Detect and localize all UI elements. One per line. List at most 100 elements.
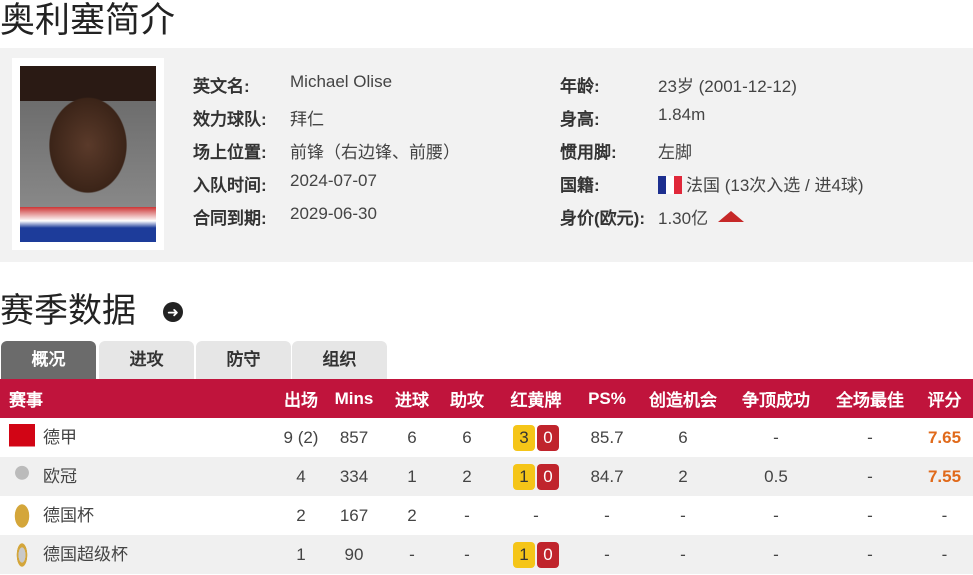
cell-chances: 2 bbox=[638, 457, 728, 496]
profile-value: 2024-07-07 bbox=[290, 171, 377, 190]
cell-aerial: 0.5 bbox=[728, 457, 824, 496]
player-photo bbox=[12, 58, 164, 250]
cell-assists: - bbox=[464, 505, 470, 525]
column-header[interactable]: 争顶成功 bbox=[728, 379, 824, 418]
table-row[interactable]: 德甲 9 (2) 857 6 6 3 0 85.7 6 - - 7.65 bbox=[0, 418, 973, 457]
profile-label: 年龄: bbox=[560, 77, 600, 96]
column-header[interactable]: Mins bbox=[322, 379, 386, 418]
competition-name: 德甲 bbox=[43, 427, 77, 447]
yellow-card-count: 1 bbox=[513, 541, 535, 568]
cell-aerial: - bbox=[728, 535, 824, 574]
cell-assists: - bbox=[438, 535, 496, 574]
cell-rating: - bbox=[916, 535, 973, 574]
cell-goals: 1 bbox=[386, 457, 438, 496]
cell-rating: 7.65 bbox=[927, 427, 962, 447]
cell-cards: - bbox=[533, 505, 539, 525]
cell-rating: 7.55 bbox=[916, 457, 973, 496]
column-header[interactable]: 创造机会 bbox=[638, 379, 728, 418]
tab-attack[interactable]: 进攻 bbox=[99, 341, 194, 379]
bundesliga-logo-icon bbox=[9, 424, 35, 453]
page-title: 奥利塞简介 bbox=[0, 1, 176, 40]
red-card-count: 0 bbox=[537, 541, 559, 568]
cell-ps: - bbox=[604, 505, 610, 525]
profile-value-text: 左脚 bbox=[658, 143, 692, 162]
cell-competition[interactable]: 德甲 bbox=[0, 418, 280, 457]
profile-value: 2029-06-30 bbox=[290, 204, 377, 223]
column-header[interactable]: 全场最佳 bbox=[824, 379, 916, 418]
cell-chances: - bbox=[680, 505, 686, 525]
season-stats-table: 赛事 出场 Mins 进球 助攻 红黄牌 PS% 创造机会 争顶成功 全场最佳 评分 德甲 9 (2… bbox=[0, 379, 973, 574]
competition-name: 德国杯 bbox=[43, 505, 94, 525]
competition-name: 欧冠 bbox=[43, 466, 77, 486]
yellow-card-count: 1 bbox=[513, 463, 535, 490]
player-info-box: 英文名: Michael Olise 效力球队: 拜仁场上位置: 前锋（右边锋、前腰） 入… bbox=[0, 48, 973, 262]
cell-ps: 84.7 bbox=[576, 457, 638, 496]
yellow-card-count: 3 bbox=[513, 424, 535, 451]
cell-chances: 6 bbox=[678, 427, 688, 447]
profile-label: 英文名: bbox=[193, 77, 250, 96]
profile-value: 法国 (13次入选 / 进4球) bbox=[658, 171, 864, 196]
profile-label: 国籍: bbox=[560, 176, 600, 195]
tab-overview[interactable]: 概况 bbox=[1, 341, 96, 379]
cell-competition[interactable]: 德国杯 bbox=[0, 496, 280, 535]
profile-label: 场上位置: bbox=[193, 143, 267, 162]
cell-goals: 6 bbox=[407, 427, 417, 447]
cell-goals: - bbox=[386, 535, 438, 574]
champions-league-logo-icon bbox=[9, 463, 35, 492]
supercup-logo-icon bbox=[9, 541, 35, 570]
cell-motm: - bbox=[867, 505, 873, 525]
section-title: 赛季数据 bbox=[0, 292, 136, 330]
profile-value: 左脚 bbox=[658, 138, 692, 163]
profile-label: 身价(欧元): bbox=[560, 209, 645, 228]
cell-mins: 857 bbox=[339, 427, 369, 447]
profile-value: Michael Olise bbox=[290, 72, 393, 91]
profile-value: 拜仁 bbox=[290, 110, 324, 129]
profile-label: 入队时间: bbox=[193, 176, 267, 195]
tab-organize[interactable]: 组织 bbox=[292, 341, 387, 379]
red-card-count: 0 bbox=[537, 463, 559, 490]
table-row[interactable]: 欧冠 4 334 1 2 1 0 84.7 2 0.5- 7.55 bbox=[0, 457, 973, 496]
cell-aerial: - bbox=[773, 427, 779, 447]
profile-label: 效力球队: bbox=[193, 110, 267, 129]
cell-motm: - bbox=[824, 457, 916, 496]
trend-up-icon bbox=[718, 211, 745, 222]
column-header[interactable]: 红黄牌 bbox=[496, 379, 576, 418]
table-row[interactable]: 德国超级杯 1 90- -1 0- - - - - bbox=[0, 535, 973, 574]
profile-label: 惯用脚: bbox=[560, 143, 617, 162]
profile-value: 前锋（右边锋、前腰） bbox=[290, 143, 460, 162]
cell-ps: 85.7 bbox=[590, 427, 624, 447]
cell-mins: 334 bbox=[322, 457, 386, 496]
arrow-right-circle-icon[interactable]: ➜ bbox=[163, 302, 183, 322]
cell-assists: 2 bbox=[438, 457, 496, 496]
column-header[interactable]: 评分 bbox=[916, 379, 973, 418]
column-header[interactable]: 进球 bbox=[386, 379, 438, 418]
column-header[interactable]: PS% bbox=[576, 379, 638, 418]
cell-motm: - bbox=[867, 427, 873, 447]
table-row[interactable]: 德国杯 2 167 2 - - - - - - - bbox=[0, 496, 973, 535]
cell-goals: 2 bbox=[407, 505, 417, 525]
cell-apps: 2 bbox=[296, 505, 306, 525]
column-header[interactable]: 出场 bbox=[280, 379, 322, 418]
column-header[interactable]: 赛事 bbox=[0, 379, 280, 418]
cell-mins: 167 bbox=[339, 505, 369, 525]
cell-chances: - bbox=[638, 535, 728, 574]
profile-value: 23岁 (2001-12-12) bbox=[658, 72, 797, 97]
tab-defense[interactable]: 防守 bbox=[196, 341, 291, 379]
dfb-pokal-logo-icon bbox=[9, 502, 35, 531]
cell-competition[interactable]: 欧冠 bbox=[0, 457, 280, 496]
cell-motm: - bbox=[824, 535, 916, 574]
column-header[interactable]: 助攻 bbox=[438, 379, 496, 418]
cell-rating: - bbox=[941, 505, 948, 525]
cell-apps: 9 (2) bbox=[283, 427, 319, 447]
france-flag-icon bbox=[658, 176, 682, 194]
red-card-count: 0 bbox=[537, 424, 559, 451]
cell-competition[interactable]: 德国超级杯 bbox=[0, 535, 280, 574]
profile-label: 合同到期: bbox=[193, 209, 267, 228]
cell-apps: 1 bbox=[280, 535, 322, 574]
profile-label: 身高: bbox=[560, 110, 600, 129]
cell-mins: 90 bbox=[322, 535, 386, 574]
cell-assists: 6 bbox=[462, 427, 472, 447]
